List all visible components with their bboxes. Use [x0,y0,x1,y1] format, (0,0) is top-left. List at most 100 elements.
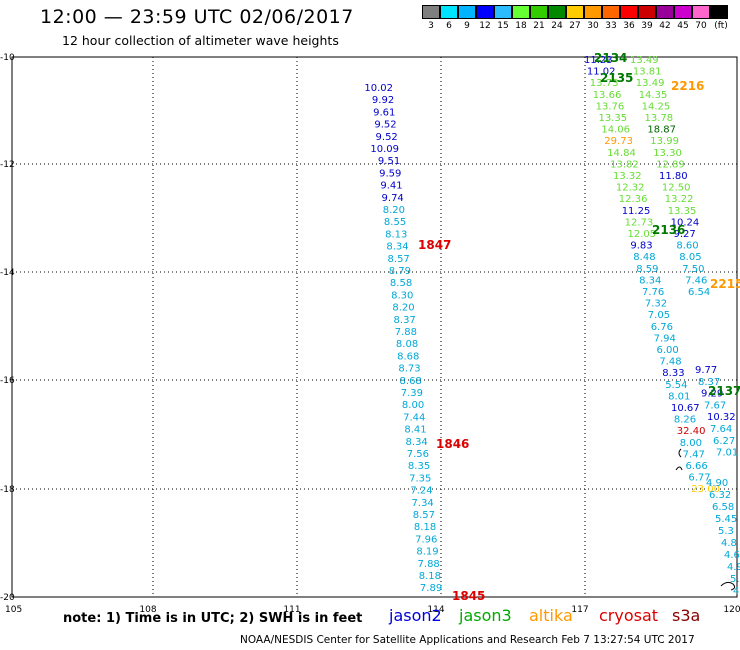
color-scale-labels: 3 6 9 12 15 18 21 24 27 30 33 36 39 42 45 70 (ft) [422,21,732,31]
scale-label: 30 [587,21,599,31]
scale-label: 15 [497,21,509,31]
swh-value: 7.88 [418,559,440,570]
swh-value: 5.54 [665,380,687,391]
swh-value: 5.3 [718,526,734,537]
scale-label: 70 [695,21,707,31]
swh-value: 4.9 [727,562,740,573]
scale-swatch [512,5,530,19]
pass-time-label: 2135 [600,71,633,85]
swh-value: 8.73 [398,364,420,375]
legend-altika: altika [529,606,573,625]
swh-value: 10.09 [370,144,399,155]
swh-value: 9.74 [382,193,404,204]
scale-swatch [638,5,656,19]
scale-label: 9 [464,21,470,31]
swh-value: 8.79 [389,266,411,277]
swh-value: 13.99 [650,136,679,147]
swh-value: 4.6 [724,550,740,561]
swh-value: 7.32 [645,299,667,310]
swh-value: 13.32 [613,171,642,182]
swh-value: 12.50 [662,183,691,194]
pass-time-label: 2215 [710,277,740,291]
swh-value: 8.01 [668,391,690,402]
swh-value: 10.24 [671,217,700,228]
lat-tick-label: -14 [0,268,15,278]
swh-value: 8.48 [633,252,655,263]
legend-cryosat: cryosat [599,606,659,625]
swh-value: 7.01 [716,448,738,459]
swh-value: 7.35 [409,473,431,484]
swh-value: 9.83 [630,241,652,252]
swh-value: 8.58 [390,278,412,289]
swh-value: 5.1 [730,574,740,585]
swh-value: 23.00 [691,484,720,495]
swh-value: 13.82 [610,159,639,170]
swh-value: 6.54 [688,287,710,298]
lat-tick-label: -18 [0,485,15,495]
swh-value: 13.22 [665,194,694,205]
scale-swatch [584,5,602,19]
swh-value: 13.81 [633,67,662,78]
footer-credit: NOAA/NESDIS Center for Satellite Applica… [240,634,695,646]
scale-swatch [692,5,710,19]
swh-value: 8.13 [385,229,407,240]
scale-swatch [458,5,476,19]
lon-tick-label: 120 [723,605,740,615]
swh-value: 11.25 [622,206,651,217]
scale-swatch [656,5,674,19]
pass-time-label: 1846 [436,437,469,451]
swh-value: 11.02 [587,67,616,78]
scale-label: 45 [677,21,689,31]
swh-value: 8.68 [397,351,419,362]
swh-value: 14.84 [607,148,636,159]
plot-frame [11,56,738,598]
swh-value: 11.80 [659,171,688,182]
swh-value: 9.61 [373,107,395,118]
swh-value: 7.64 [710,424,732,435]
scale-label: 42 [659,21,671,31]
swh-value: 6.00 [657,345,679,356]
swh-value: 8.30 [391,290,413,301]
lat-tick-label: -12 [0,160,15,170]
scale-label: 39 [641,21,653,31]
swh-value: 12.89 [656,159,685,170]
swh-value: 8.55 [384,217,406,228]
pass-time-label: 1847 [418,238,451,252]
lat-tick-label: -10 [0,53,15,63]
swh-value: 7.34 [412,498,434,509]
swh-value: 7.88 [395,327,417,338]
swh-value: 6.66 [686,461,708,472]
swh-value: 11.23 [584,55,613,66]
scale-label: 3 [428,21,434,31]
lat-tick-label: -20 [0,593,15,603]
scale-label: 33 [605,21,617,31]
scale-label: 18 [515,21,527,31]
lon-tick-label: 108 [139,605,156,615]
swh-value: 8.41 [404,425,426,436]
swh-value: 7.67 [704,400,726,411]
lon-tick-label: 105 [5,605,22,615]
scale-label: (ft) [714,21,728,31]
swh-value: 7.47 [683,449,705,460]
swh-value: 8.18 [414,522,436,533]
swh-value: 8.57 [388,254,410,265]
swh-value: 10.67 [671,403,700,414]
swh-value: 7.48 [659,357,681,368]
swh-value: 12.36 [619,194,648,205]
swh-value: 7.50 [682,264,704,275]
scale-label: 27 [569,21,581,31]
scale-swatch [440,5,458,19]
swh-value: 6.27 [713,436,735,447]
legend-jason2: jason2 [389,606,442,625]
swh-value: 10.02 [364,83,393,94]
swh-value: 5.45 [715,514,737,525]
swh-value: 13.35 [599,113,628,124]
swh-value: 8.00 [402,400,424,411]
swh-value: 7.89 [420,583,442,594]
swh-value: 12.73 [625,217,654,228]
swh-value: 4.90 [706,478,728,489]
swh-value: 8.37 [698,377,720,388]
swh-value: 6.58 [712,502,734,513]
